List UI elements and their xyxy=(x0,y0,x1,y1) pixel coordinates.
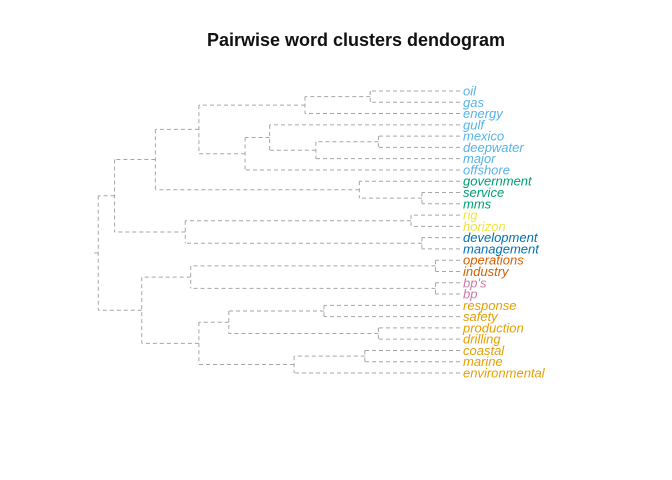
leaf-label-rig: rig xyxy=(463,208,478,223)
branch-group xyxy=(94,90,460,374)
chart-title: Pairwise word clusters dendogram xyxy=(206,30,506,50)
leaf-label-coastal: coastal xyxy=(463,343,505,358)
leaf-label-energy: energy xyxy=(463,106,504,121)
leaf-label-group: oilgasenergygulfmexicodeepwatermajoroffs… xyxy=(462,84,546,381)
leaf-label-mexico: mexico xyxy=(463,129,504,144)
leaf-label-drilling: drilling xyxy=(463,332,501,347)
leaf-label-horizon: horizon xyxy=(463,219,506,234)
leaf-label-safety: safety xyxy=(463,309,499,324)
leaf-label-offshore: offshore xyxy=(463,162,510,177)
leaf-label-environmental: environmental xyxy=(463,366,546,381)
leaf-label-management: management xyxy=(463,241,540,256)
leaf-label-oil: oil xyxy=(463,84,477,99)
leaf-label-marine: marine xyxy=(463,354,503,369)
leaf-label-bp: bp xyxy=(463,287,477,302)
leaf-label-operations: operations xyxy=(463,253,524,268)
leaf-label-government: government xyxy=(463,174,533,189)
leaf-label-major: major xyxy=(463,151,496,166)
leaf-label-development: development xyxy=(463,230,539,245)
leaf-label-service: service xyxy=(463,185,504,200)
leaf-label-mms: mms xyxy=(463,196,492,211)
leaf-label-response: response xyxy=(463,298,516,313)
leaf-label-gulf: gulf xyxy=(463,117,485,132)
leaf-label-industry: industry xyxy=(463,264,510,279)
leaf-label-bp-s: bp's xyxy=(463,275,487,290)
leaf-label-gas: gas xyxy=(463,95,484,110)
leaf-label-deepwater: deepwater xyxy=(463,140,524,155)
leaf-label-production: production xyxy=(462,320,524,335)
